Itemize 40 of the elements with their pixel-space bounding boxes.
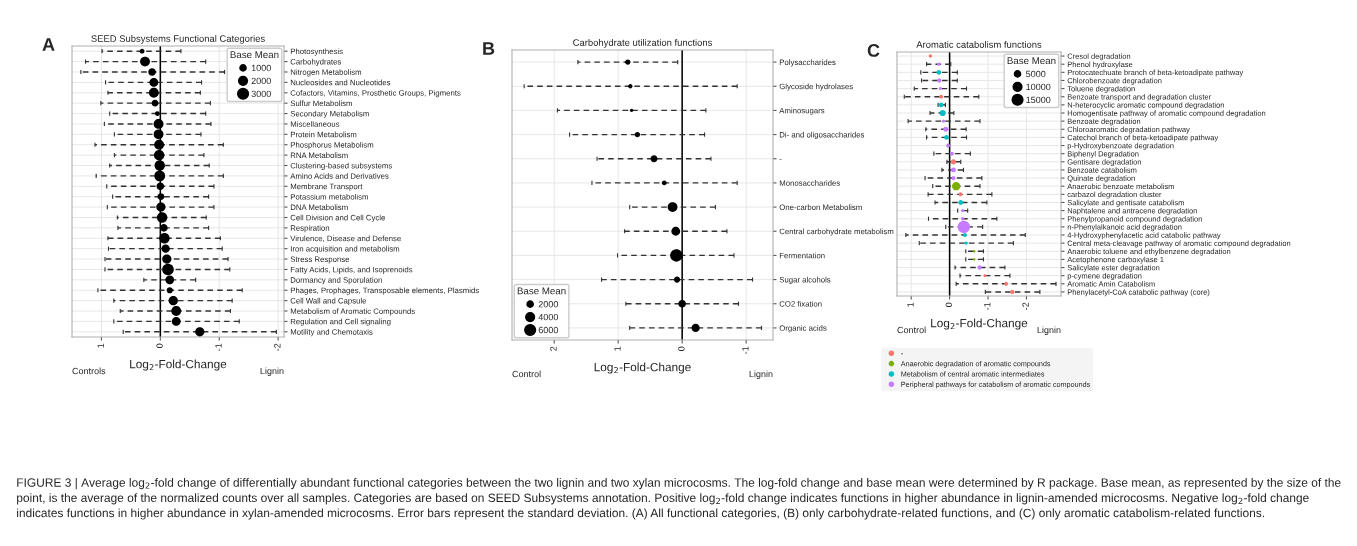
legend-label: 15000 (1026, 96, 1051, 104)
x-tick-label: -1 (742, 346, 749, 354)
legend-title: Base Mean (1007, 57, 1056, 65)
x-tick-label: 0 (156, 343, 163, 348)
legend-label: 2000 (251, 77, 271, 85)
text: Lignin (749, 370, 773, 379)
x-tick-label: 1 (614, 346, 621, 351)
chart-title: SEED Subsystems Functional Categories (91, 34, 265, 44)
legend-label: 10000 (1026, 83, 1051, 91)
x-tick-label: 1 (97, 343, 104, 348)
text: Control (897, 326, 926, 334)
x-axis-title: Log$_{2}$-Fold-Change (931, 318, 1028, 330)
x-tick-label: -2 (274, 343, 281, 351)
text: Lignin (1037, 326, 1061, 335)
text: A (42, 38, 55, 51)
text: Lignin (260, 367, 284, 376)
x-tick-label: -1 (984, 302, 991, 310)
legend-label: 5000 (1026, 70, 1046, 78)
legend-label: 1000 (251, 64, 271, 72)
text: Controls (72, 367, 106, 375)
legend-label: 2000 (538, 301, 559, 308)
x-axis-title: Log$_{2}$-Fold-Change (594, 362, 691, 374)
x-tick-label: 1 (907, 302, 914, 307)
chart-title: Carbohydrate utilization functions (573, 38, 712, 48)
x-tick-label: 0 (945, 302, 953, 307)
x-axis-title: Log$_{2}$-Fold-Change (130, 359, 227, 371)
chart-title: Aromatic catabolism functions (916, 40, 1042, 48)
text: C (867, 44, 880, 57)
legend-title: Base Mean (230, 51, 279, 59)
legend-label: 3000 (251, 90, 271, 98)
legend-label: 4000 (538, 313, 559, 321)
x-tick-label: 2 (550, 346, 557, 351)
text: Control (512, 370, 541, 378)
legend-title: Base Mean (517, 287, 566, 295)
legend-label: 6000 (538, 326, 559, 334)
x-tick-label: -2 (1022, 302, 1029, 310)
x-tick-label: -1 (215, 343, 222, 351)
text: B (483, 42, 495, 55)
x-tick-label: 0 (678, 346, 685, 351)
text: FIGURE 3 | Average log$_{2}$-fold change of differentially abundant functional categories between the two lignin and two xylan microcosms. The log-fold change and base mean were determined by R package. Base mean, as represented by the size of the point, is the average of the normalized counts over all samples. Categories are based on SEED Subsystems annotation. Positive log$_{2}$-fold change indicates functions in higher abundance in lignin-amended microcosms. Negative log$_{2}$-fold change indicates functions in higher abundance in xylan-amended microcosms. Error bars represent the standard deviation. (A) All functional categories, (B) only carbohydrate-related functions, and (C) only aromatic catabolism-related functions. (17, 478, 1341, 520)
